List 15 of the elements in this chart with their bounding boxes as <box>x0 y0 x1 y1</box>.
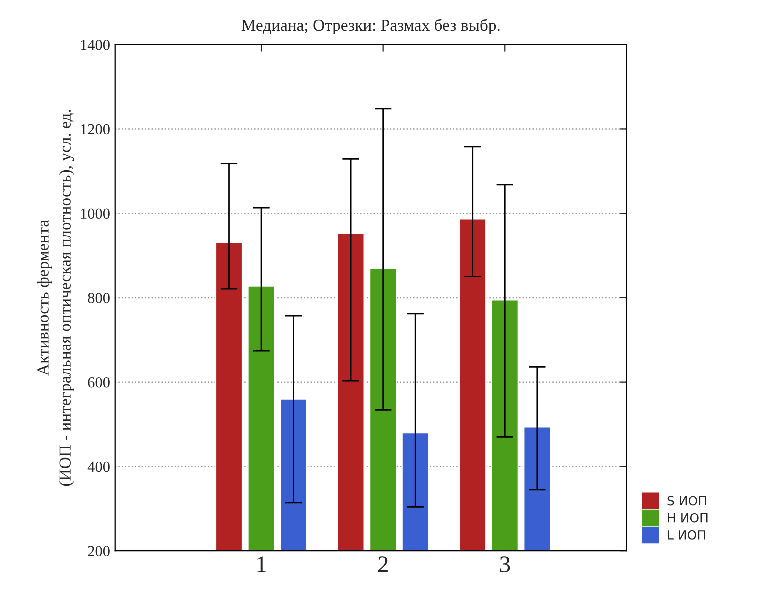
x-tick-label: 1 <box>258 556 266 572</box>
y-tick-label: 1400 <box>81 40 110 50</box>
y-tick-label: 600 <box>88 377 110 388</box>
y-tick-label: 1200 <box>81 124 110 135</box>
legend-label: L ИОП <box>668 530 706 540</box>
y-tick-label: 800 <box>88 293 110 304</box>
y-tick-label: 200 <box>88 546 110 557</box>
legend-label: H ИОП <box>668 513 708 523</box>
y-tick-label: 400 <box>88 462 110 472</box>
legend-label: S ИОП <box>668 496 706 506</box>
x-tick-label: 3 <box>500 556 510 573</box>
y-axis-title: Активность фермента (ИОП - интегральная оптическая плотность), усл. ед. <box>37 110 74 486</box>
x-tick-label: 2 <box>378 556 388 572</box>
chart-title: Медиана; Отрезки: Размах без выбр. <box>242 19 500 34</box>
y-tick-label: 1000 <box>81 208 110 220</box>
